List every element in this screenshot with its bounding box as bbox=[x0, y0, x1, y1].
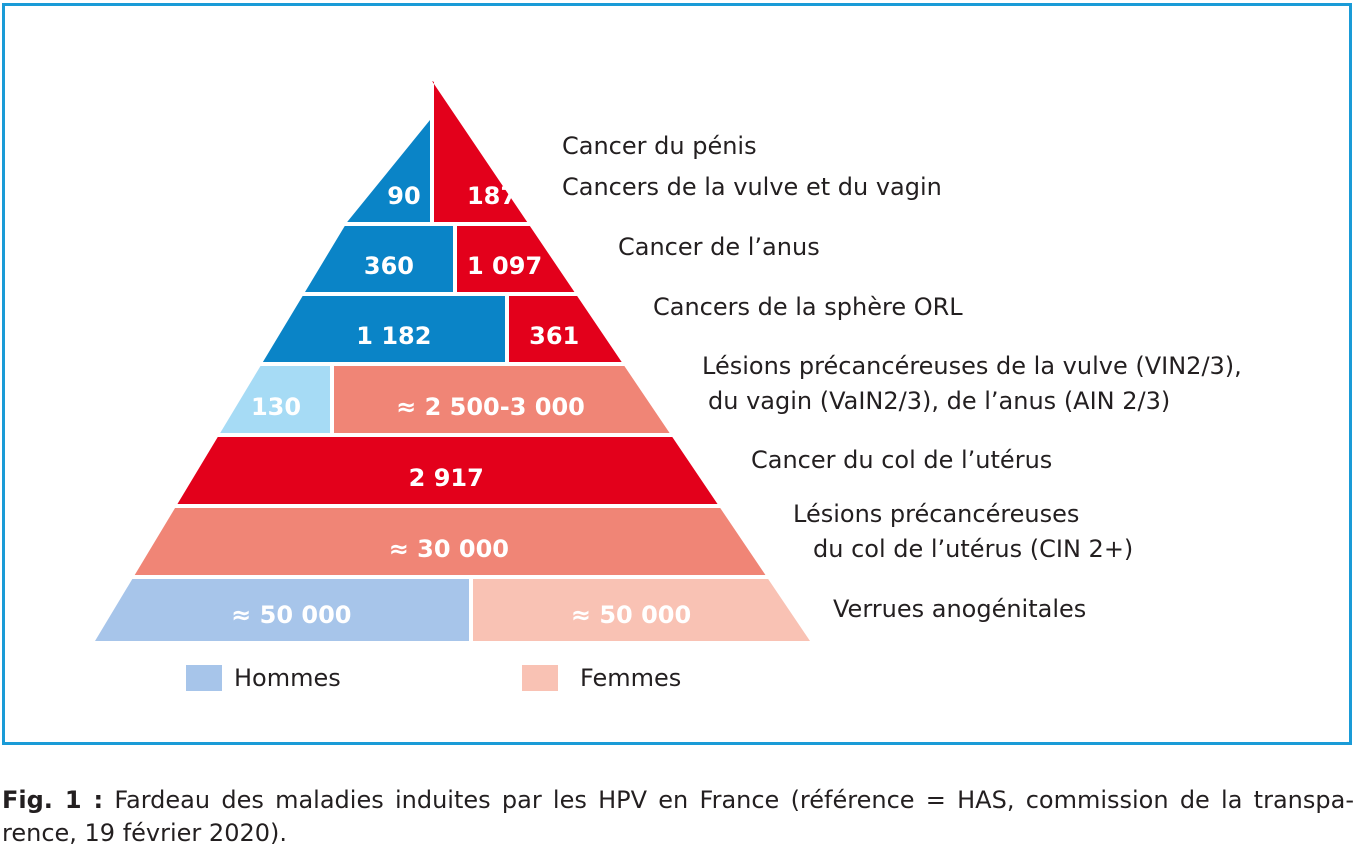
row-4-label-2: du vagin (VaIN2/3), de l’anus (AIN 2/3) bbox=[708, 387, 1171, 415]
row-6-label-1: Lésions précancéreuses bbox=[793, 500, 1080, 528]
row-2-label-1: Cancer de l’anus bbox=[618, 233, 820, 261]
row-4-segment-2 bbox=[334, 366, 670, 433]
row-4-value-2: ≈ 2 500-3 000 bbox=[396, 393, 585, 421]
caption-prefix: Fig. 1 : bbox=[2, 786, 104, 814]
row-6-segment-1 bbox=[134, 508, 766, 575]
legend-women-swatch bbox=[522, 665, 558, 691]
row-5-segment-1 bbox=[177, 437, 718, 504]
row-6-label-2: du col de l’utérus (CIN 2+) bbox=[813, 535, 1134, 563]
legend-men: Hommes bbox=[186, 663, 341, 693]
row-2-value-1: 360 bbox=[364, 252, 414, 280]
figure-frame bbox=[2, 3, 1352, 745]
row-2-segment-2 bbox=[457, 226, 575, 292]
row-4-value-1: 130 bbox=[251, 393, 301, 421]
row-3-label-1: Cancers de la sphère ORL bbox=[653, 293, 963, 321]
row-1-label-1: Cancer du pénis bbox=[562, 132, 757, 160]
row-1-value-1: 90 bbox=[387, 182, 420, 210]
row-3-segment-1 bbox=[262, 296, 505, 362]
legend-women: Femmes bbox=[522, 663, 681, 693]
row-1-label-2: Cancers de la vulve et du vagin bbox=[562, 173, 942, 201]
row-7-value-1: ≈ 50 000 bbox=[231, 601, 351, 629]
row-4-label-1: Lésions précancéreuses de la vulve (VIN2… bbox=[702, 352, 1242, 380]
row-1-segment-1 bbox=[347, 120, 430, 222]
row-7-segment-2 bbox=[473, 579, 810, 641]
row-7-segment-1 bbox=[95, 579, 469, 641]
row-2-value-2: 1 097 bbox=[467, 252, 542, 280]
row-3-segment-2 bbox=[509, 296, 622, 362]
row-1-segment-2 bbox=[432, 81, 528, 222]
row-3-value-2: 361 bbox=[529, 322, 579, 350]
legend-men-label: Hommes bbox=[234, 664, 341, 692]
row-7-label-1: Verrues anogénitales bbox=[833, 595, 1087, 623]
legend-women-label: Femmes bbox=[580, 664, 682, 692]
row-4-segment-1 bbox=[220, 366, 330, 433]
row-3-value-1: 1 182 bbox=[356, 322, 431, 350]
row-7-value-2: ≈ 50 000 bbox=[571, 601, 691, 629]
row-5-value-1: 2 917 bbox=[409, 464, 484, 492]
row-6-value-1: ≈ 30 000 bbox=[389, 535, 509, 563]
legend-men-swatch bbox=[186, 665, 222, 691]
caption-text: Fardeau des maladies induites par les HP… bbox=[2, 786, 1354, 847]
row-1-value-2: 187 bbox=[467, 182, 517, 210]
figure-caption: Fig. 1 : Fardeau des maladies induites p… bbox=[2, 784, 1354, 850]
row-5-label-1: Cancer du col de l’utérus bbox=[751, 446, 1053, 474]
row-2-segment-1 bbox=[305, 226, 453, 292]
